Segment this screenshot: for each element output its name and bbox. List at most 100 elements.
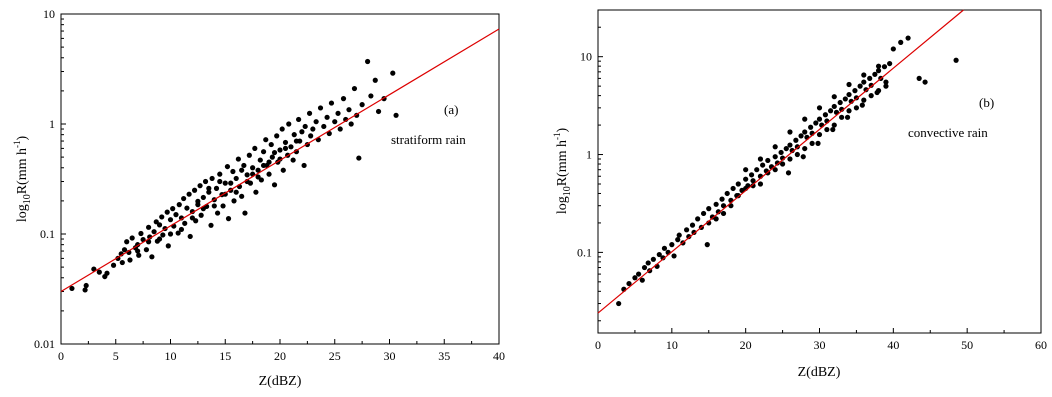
data-point	[258, 177, 264, 183]
data-point	[266, 171, 272, 177]
data-point	[695, 216, 701, 222]
y-axis-title: log10R(mm h-1)	[552, 128, 573, 215]
data-point	[310, 126, 316, 132]
data-point	[282, 139, 289, 146]
y-tick-label: 10	[43, 7, 55, 21]
x-tick-label: 30	[384, 349, 396, 363]
data-point	[772, 144, 778, 150]
data-point	[831, 103, 837, 110]
data-point	[800, 154, 806, 160]
data-point	[852, 88, 858, 94]
data-point	[164, 209, 170, 215]
data-point	[656, 251, 662, 258]
data-point	[372, 77, 378, 83]
data-point	[875, 63, 882, 69]
x-tick-label: 0	[595, 338, 601, 352]
data-point	[269, 154, 275, 160]
x-axis-ticks: 0 10 20 30 40 50 60	[595, 328, 1047, 352]
data-point	[774, 160, 781, 166]
y-axis-title: log10R(mm h-1)	[12, 136, 33, 223]
data-point	[359, 102, 365, 108]
data-point	[69, 285, 75, 292]
data-point	[802, 145, 808, 152]
data-point	[337, 126, 343, 132]
data-point	[231, 198, 237, 204]
data-point	[173, 212, 179, 218]
data-point	[246, 152, 252, 158]
data-point	[789, 147, 795, 154]
data-point	[861, 79, 867, 85]
data-point	[671, 253, 677, 259]
data-point	[660, 255, 666, 261]
data-point	[110, 262, 117, 268]
data-point	[831, 94, 837, 100]
data-point	[846, 81, 852, 88]
data-point	[301, 162, 307, 169]
data-point	[268, 141, 274, 148]
data-point	[279, 126, 285, 132]
data-point	[260, 149, 267, 155]
data-point	[346, 107, 352, 113]
data-point	[159, 214, 165, 220]
data-point	[787, 129, 793, 135]
data-point	[706, 206, 712, 212]
regression-line	[597, 9, 964, 314]
data-point	[735, 193, 741, 199]
data-point	[802, 116, 808, 122]
data-point	[104, 270, 110, 276]
data-point	[302, 123, 308, 130]
scatter-points	[69, 58, 399, 293]
data-point	[306, 110, 313, 116]
data-point	[846, 91, 852, 98]
data-point	[189, 215, 195, 221]
data-point	[872, 71, 878, 77]
data-point	[230, 168, 236, 175]
data-point	[754, 167, 760, 173]
data-point	[175, 230, 181, 236]
data-point	[121, 247, 128, 253]
data-point	[393, 112, 399, 118]
data-point	[816, 116, 823, 122]
data-point	[308, 133, 314, 139]
data-point	[616, 300, 622, 307]
data-point	[291, 132, 297, 138]
data-point	[676, 232, 682, 238]
data-point	[890, 46, 896, 52]
data-point	[242, 210, 248, 216]
data-point	[390, 70, 396, 76]
data-point	[217, 171, 223, 177]
data-point	[178, 226, 185, 233]
data-point	[822, 112, 829, 118]
data-point	[317, 105, 324, 111]
data-point	[186, 191, 192, 197]
data-point	[167, 231, 174, 237]
data-point	[898, 39, 904, 45]
data-point	[209, 175, 215, 182]
y-axis-ticks: 0.1 1 10	[577, 9, 603, 322]
data-point	[187, 233, 193, 240]
data-point	[271, 149, 278, 156]
data-point	[324, 114, 330, 120]
data-point	[772, 154, 778, 160]
data-point	[704, 242, 710, 248]
data-point	[922, 79, 928, 85]
data-point	[197, 183, 203, 189]
data-point	[250, 165, 256, 171]
data-point	[700, 210, 707, 217]
data-point	[253, 189, 259, 195]
data-point	[883, 79, 889, 85]
panel-label: (b)	[979, 95, 994, 110]
data-point	[815, 140, 821, 146]
data-point	[160, 232, 166, 238]
data-point	[830, 126, 836, 133]
data-point	[837, 99, 843, 106]
data-point	[730, 185, 736, 192]
x-axis-ticks: 0 5 10 15 20 25 30 35 40	[58, 339, 505, 363]
data-point	[636, 271, 642, 277]
data-point	[136, 252, 142, 258]
data-point	[282, 145, 289, 152]
data-point	[213, 185, 220, 191]
x-tick-label: 20	[274, 349, 286, 363]
data-point	[641, 264, 648, 271]
data-point	[233, 175, 239, 182]
